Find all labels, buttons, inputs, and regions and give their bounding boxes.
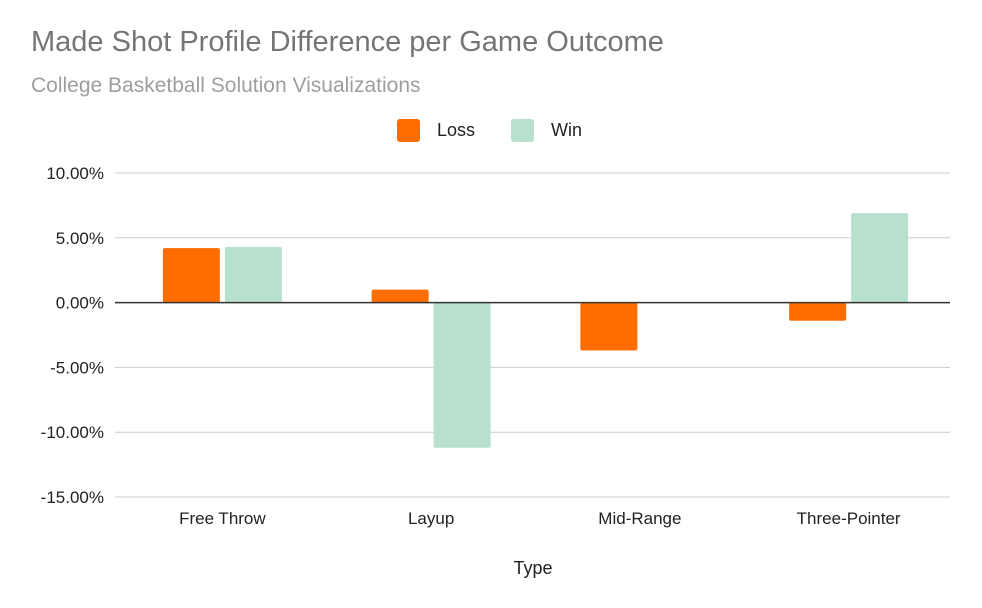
legend-label-win: Win [551, 120, 582, 140]
x-tick-label: Free Throw [179, 509, 266, 528]
legend-swatch-win [511, 119, 534, 142]
y-tick-label: 5.00% [56, 229, 104, 248]
legend-label-loss: Loss [437, 120, 475, 140]
y-tick-label: -10.00% [41, 423, 104, 442]
y-tick-label: 10.00% [46, 164, 104, 183]
x-axis-ticks: Free Throw Layup Mid-Range Three-Pointer [179, 509, 901, 528]
bar-loss-three-pointer [789, 302, 847, 321]
legend-swatch-loss [397, 119, 420, 142]
y-tick-label: 0.00% [56, 294, 104, 313]
bar-loss-mid-range [580, 302, 638, 351]
chart-title: Made Shot Profile Difference per Game Ou… [31, 26, 664, 58]
x-axis-title: Type [513, 558, 552, 578]
y-tick-label: -15.00% [41, 488, 104, 507]
bar-win-layup [433, 302, 491, 448]
y-tick-label: -5.00% [50, 358, 104, 377]
bar-win-three-pointer [851, 213, 909, 303]
legend: Loss Win [397, 119, 582, 142]
chart-subtitle: College Basketball Solution Visualizatio… [31, 74, 421, 97]
bar-win-free-throw [224, 246, 282, 303]
x-tick-label: Layup [408, 509, 454, 528]
bars [162, 213, 909, 448]
x-tick-label: Three-Pointer [797, 509, 901, 528]
bar-loss-layup [371, 289, 429, 303]
x-tick-label: Mid-Range [598, 509, 681, 528]
y-axis-ticks: 10.00% 5.00% 0.00% -5.00% -10.00% -15.00% [41, 164, 104, 507]
bar-loss-free-throw [162, 248, 220, 303]
gridlines [115, 172, 950, 498]
